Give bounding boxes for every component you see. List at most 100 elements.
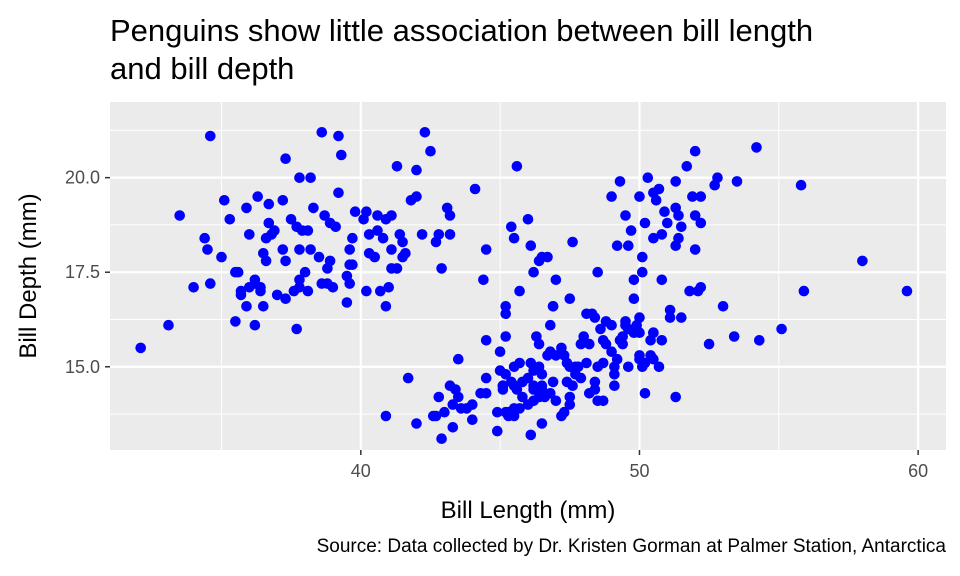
data-point: [645, 335, 656, 346]
data-point: [595, 323, 606, 335]
data-point: [224, 214, 236, 225]
data-point: [372, 225, 383, 236]
data-point: [500, 331, 512, 342]
data-point: [330, 221, 342, 233]
data-point: [294, 274, 305, 286]
data-point: [614, 176, 626, 187]
data-point: [695, 217, 707, 229]
data-point: [536, 418, 548, 429]
data-point: [500, 301, 512, 312]
data-point: [609, 380, 620, 392]
data-point: [522, 214, 534, 225]
data-point: [637, 251, 648, 263]
data-point: [556, 342, 567, 354]
data-point: [695, 282, 707, 293]
data-point: [609, 369, 620, 380]
data-point: [450, 384, 461, 395]
data-point: [391, 263, 403, 274]
data-point: [623, 240, 634, 251]
data-point: [316, 127, 328, 138]
data-point: [280, 255, 291, 267]
data-point: [402, 372, 414, 384]
y-tick-label: 20.0: [65, 168, 100, 188]
data-point: [453, 353, 464, 365]
data-point: [478, 274, 489, 286]
data-point: [255, 282, 266, 293]
data-point: [751, 142, 762, 153]
data-point: [681, 161, 693, 172]
data-point: [344, 278, 356, 289]
data-point: [653, 361, 665, 373]
data-point: [467, 399, 478, 410]
data-point: [648, 353, 659, 365]
data-point: [174, 210, 185, 221]
data-point: [592, 361, 603, 373]
data-point: [525, 240, 537, 251]
y-tick-label: 15.0: [65, 357, 100, 377]
data-point: [606, 191, 617, 202]
data-point: [703, 338, 715, 350]
data-point: [433, 391, 445, 403]
data-point: [689, 210, 701, 221]
data-point: [639, 357, 651, 369]
data-point: [377, 232, 389, 244]
data-point: [249, 319, 261, 331]
data-point: [857, 255, 868, 267]
data-point: [550, 274, 562, 286]
data-point: [219, 195, 230, 206]
data-point: [589, 384, 601, 395]
data-point: [648, 187, 659, 199]
data-point: [795, 179, 807, 191]
data-point: [447, 422, 459, 433]
data-point: [564, 293, 576, 305]
x-axis-title: Bill Length (mm): [441, 497, 616, 524]
data-point: [411, 191, 422, 202]
data-point: [361, 285, 372, 297]
data-point: [901, 285, 913, 297]
data-point: [469, 183, 481, 195]
data-point: [135, 342, 146, 354]
data-point: [731, 176, 743, 187]
data-point: [575, 338, 587, 350]
data-point: [480, 372, 492, 384]
data-point: [639, 388, 651, 399]
data-point: [695, 191, 707, 202]
data-point: [528, 384, 539, 395]
data-point: [263, 217, 275, 229]
data-point: [397, 236, 408, 248]
data-point: [480, 335, 492, 346]
data-point: [205, 278, 216, 289]
data-points: [135, 127, 913, 445]
data-point: [625, 225, 637, 236]
data-point: [188, 282, 199, 293]
data-point: [564, 399, 576, 410]
data-point: [252, 191, 263, 202]
data-point: [497, 384, 509, 395]
data-point: [648, 232, 659, 244]
data-point: [670, 391, 681, 403]
data-point: [475, 388, 486, 399]
chart-title: Penguins show little association between…: [110, 13, 814, 86]
data-point: [163, 319, 174, 331]
data-point: [606, 346, 617, 358]
data-point: [533, 338, 545, 350]
data-point: [628, 293, 640, 305]
data-point: [525, 429, 537, 441]
data-point: [400, 248, 411, 259]
data-point: [500, 308, 512, 320]
data-point: [308, 202, 319, 214]
data-point: [369, 251, 381, 263]
data-point: [508, 232, 520, 244]
data-point: [659, 206, 670, 217]
data-point: [662, 217, 673, 229]
data-point: [500, 406, 512, 418]
data-point: [375, 285, 386, 297]
data-point: [305, 244, 316, 255]
data-point: [592, 395, 603, 407]
data-point: [299, 266, 311, 278]
data-point: [717, 301, 729, 312]
data-point: [547, 376, 559, 388]
data-point: [623, 361, 634, 373]
data-point: [202, 244, 213, 255]
y-axis-ticks: 15.0 17.5 20.0: [65, 168, 110, 377]
